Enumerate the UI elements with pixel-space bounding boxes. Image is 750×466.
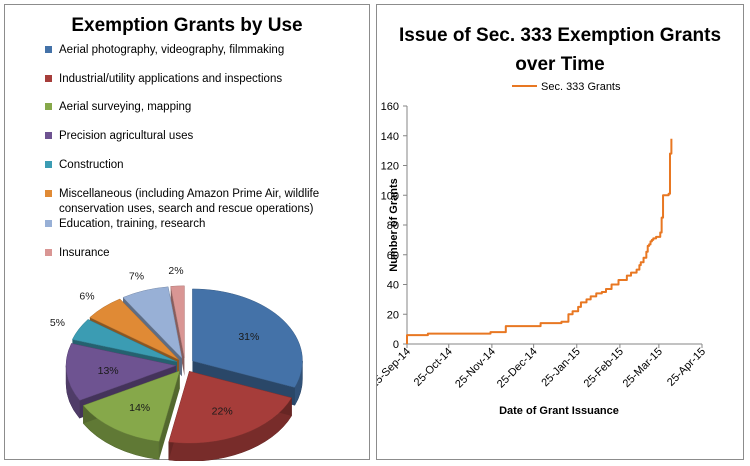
pie-slice-wall	[83, 370, 180, 424]
pie-slice-side	[294, 360, 303, 407]
series-line-sec-333-grants	[406, 138, 673, 344]
pie-slice-wall	[71, 343, 177, 384]
legend-label: Aerial surveying, mapping	[59, 101, 192, 113]
pie-slice-wall	[89, 317, 179, 378]
pie-slice-side	[83, 404, 160, 460]
y-axis-title: Number of Grants	[388, 178, 400, 272]
legend-swatch	[45, 132, 52, 139]
legend-swatch	[45, 161, 52, 168]
x-axis-title: Date of Grant Issuance	[499, 405, 619, 417]
pie-slice	[170, 285, 185, 358]
pie-slice-side	[168, 396, 292, 461]
x-tick-label: 25-Apr-15	[665, 346, 708, 389]
x-tick-label: 25-Mar-15	[621, 346, 665, 390]
legend-label: Education, training, research	[59, 218, 206, 230]
x-tick-label: 25-Feb-15	[582, 346, 626, 390]
pie-data-label: 6%	[79, 291, 94, 303]
legend-swatch	[45, 46, 52, 53]
pie-slice-wall	[123, 297, 182, 377]
pie-slice-side	[65, 365, 80, 420]
pie-slice	[89, 298, 180, 360]
pie-data-label: 31%	[238, 331, 259, 343]
legend-swatch	[45, 103, 52, 110]
y-tick-label: 140	[381, 131, 399, 143]
pie-data-label: 2%	[168, 265, 183, 277]
x-tick-label: 25-Nov-14	[453, 346, 498, 391]
pie-data-label: 13%	[98, 365, 119, 377]
pie-slice-wall	[79, 365, 177, 419]
legend-label: Industrial/utility applications and insp…	[59, 73, 283, 85]
x-tick-label: 25-Jan-15	[539, 346, 583, 390]
pie-tops	[65, 285, 303, 444]
pie-slice-wall	[168, 371, 190, 461]
pie-slice	[65, 343, 177, 401]
line-chart-plot: Sec. 333 Grants 0 20 40 60 80 100 120 140 160 25-S…	[377, 81, 708, 417]
pie-sides	[65, 286, 303, 461]
y-tick-label: 60	[387, 250, 399, 262]
pie-data-label: 14%	[129, 402, 150, 414]
pie-slice	[71, 319, 178, 362]
legend-label: Precision agricultural uses	[59, 130, 194, 142]
pie-slice-wall	[87, 319, 177, 380]
pie-data-label: 22%	[212, 405, 233, 417]
pie-slice-wall	[170, 286, 185, 376]
line-chart-panel: Issue of Sec. 333 Exemption Grants over …	[376, 4, 744, 460]
pie-chart-title: Exemption Grants by Use	[71, 15, 303, 36]
y-tick-label: 40	[387, 280, 399, 292]
y-tick-label: 100	[381, 190, 399, 202]
pie-data-label: 5%	[50, 317, 65, 329]
legend-label: Sec. 333 Grants	[541, 81, 621, 93]
x-tick-label: 25-Sep-14	[377, 346, 413, 391]
legend-label: Insurance	[59, 247, 110, 259]
pie-slice-wall	[168, 286, 182, 377]
legend-swatch	[45, 220, 52, 227]
legend-label: Aerial photography, videography, filmmak…	[59, 44, 285, 56]
pie-slice	[122, 286, 183, 360]
pie-data-label: 7%	[129, 271, 144, 283]
pie-slice	[192, 288, 303, 388]
pie-chart-panel: Exemption Grants by Use Aerial photograp…	[4, 4, 370, 461]
pie-slice-wall	[72, 339, 177, 380]
pie-slice	[168, 371, 292, 444]
pie-slice-wall	[192, 360, 295, 406]
y-tick-label: 20	[387, 309, 399, 321]
x-tick-label: 25-Oct-14	[412, 346, 455, 389]
y-tick-label: 160	[381, 101, 399, 113]
legend-label: Miscellaneous (including Amazon Prime Ai…	[59, 188, 320, 215]
legend-swatch	[45, 75, 52, 82]
pie-slice-wall	[189, 371, 292, 416]
pie-slice-wall	[159, 370, 180, 460]
pie-slice-wall	[119, 298, 179, 378]
y-tick-label: 80	[387, 220, 399, 232]
line-chart-title: Issue of Sec. 333 Exemption Grants over …	[398, 25, 722, 75]
legend-swatch	[45, 249, 52, 256]
y-tick-label: 0	[393, 339, 399, 351]
legend-swatch	[45, 190, 52, 197]
legend-label: Construction	[59, 159, 124, 171]
x-tick-label: 25-Dec-14	[495, 346, 540, 391]
y-tick-label: 120	[381, 161, 399, 173]
pie-slice	[82, 370, 181, 442]
